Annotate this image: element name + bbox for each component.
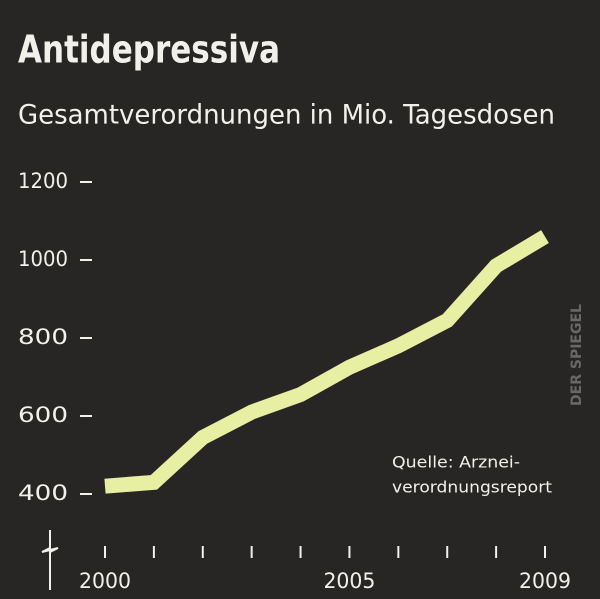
chart-title: Antidepressiva	[18, 28, 280, 72]
chart-subtitle: Gesamtverordnungen in Mio. Tagesdosen	[18, 100, 555, 131]
y-tick-label: 800	[18, 325, 68, 349]
y-tick-label: 600	[18, 403, 68, 427]
x-tick-label: 2009	[519, 569, 571, 593]
x-tick-label: 2000	[79, 569, 131, 593]
y-tick-label: 1000	[18, 247, 68, 271]
axis-break	[41, 530, 59, 590]
x-tick-label: 2005	[323, 569, 375, 593]
y-tick-label: 1200	[18, 169, 68, 193]
data-line	[104, 230, 549, 494]
source-note: Quelle: Arznei-	[392, 453, 520, 472]
source-note: verordnungsreport	[392, 478, 552, 497]
y-tick-label: 400	[18, 481, 68, 505]
watermark: DER SPIEGEL	[569, 304, 585, 406]
